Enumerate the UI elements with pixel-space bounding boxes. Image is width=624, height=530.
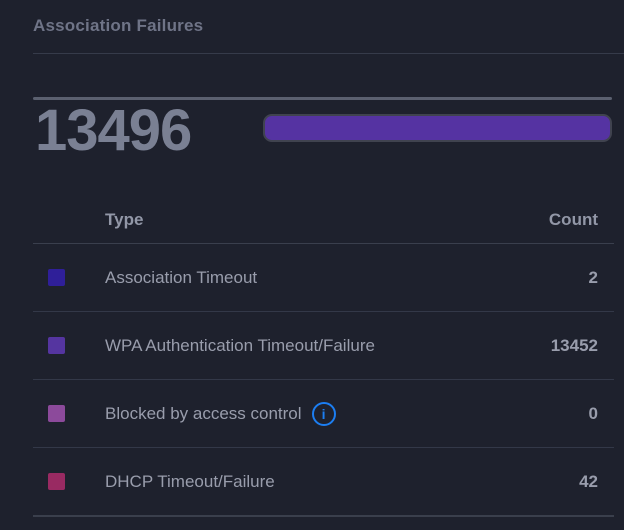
table-row-blocked-by-access-control: Blocked by access control i 0	[33, 380, 614, 448]
row-count: 42	[579, 471, 598, 491]
summary-section: 13496	[0, 100, 624, 162]
panel-title: Association Failures	[33, 16, 204, 35]
row-label: Association Timeout	[105, 267, 258, 287]
row-label: Blocked by access control	[105, 403, 302, 423]
total-failures-value: 13496	[35, 98, 192, 163]
legend-swatch	[48, 269, 65, 286]
column-header-count: Count	[548, 210, 598, 229]
column-header-type: Type	[105, 210, 144, 229]
table-row-wpa-authentication: WPA Authentication Timeout/Failure 13452	[33, 312, 614, 380]
row-label: WPA Authentication Timeout/Failure	[105, 335, 375, 355]
title-divider	[33, 53, 624, 54]
row-label: DHCP Timeout/Failure	[105, 471, 275, 491]
failures-distribution-bar	[263, 114, 612, 142]
summary-top-rule	[33, 97, 612, 100]
row-count: 2	[588, 267, 598, 287]
legend-swatch	[48, 337, 65, 354]
table-row-association-timeout: Association Timeout 2	[33, 244, 614, 312]
table-header-row: Type Count	[33, 162, 614, 244]
legend-swatch	[48, 405, 65, 422]
info-icon[interactable]: i	[311, 401, 336, 426]
row-count: 0	[588, 403, 598, 423]
row-count: 13452	[550, 335, 598, 355]
legend-swatch	[48, 473, 65, 490]
table-row-dhcp-timeout: DHCP Timeout/Failure 42	[33, 448, 614, 517]
failures-table: Type Count Association Timeout 2 WPA Aut…	[33, 162, 614, 517]
